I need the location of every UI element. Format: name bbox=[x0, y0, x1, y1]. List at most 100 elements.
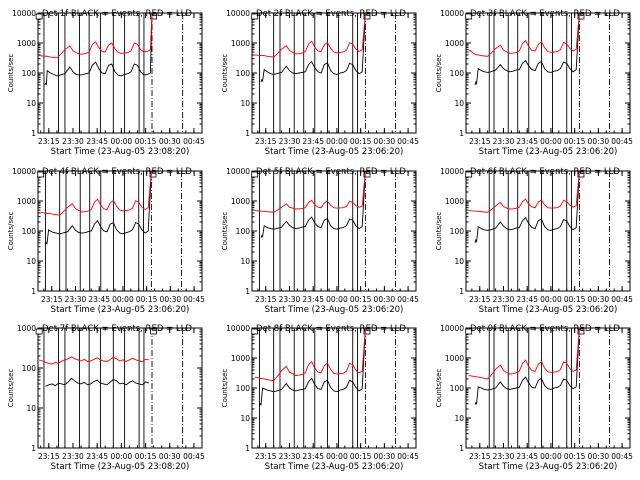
x-tick-label: 23:15 bbox=[38, 452, 60, 461]
x-tick-label: 00:45 bbox=[397, 452, 419, 461]
box-marker bbox=[150, 13, 158, 20]
y-tick-label: 1 bbox=[245, 129, 250, 138]
box-marker bbox=[251, 13, 259, 20]
x-tick-label: 23:15 bbox=[469, 452, 491, 461]
lld-series-line bbox=[254, 12, 366, 58]
y-tick-label: 10000 bbox=[226, 167, 250, 176]
detector-plot-8: 1 10 100 1000 10000 23:15 23:30 23:45 00:00 00:15… bbox=[221, 324, 419, 472]
events-series-line bbox=[474, 327, 580, 405]
y-tick-label: 100 bbox=[450, 69, 465, 78]
y-axis-label: Counts/sec bbox=[435, 212, 443, 251]
x-tick-label: 00:30 bbox=[160, 295, 182, 304]
y-tick-label: 1 bbox=[31, 129, 36, 138]
x-tick-label: 00:15 bbox=[135, 137, 157, 146]
y-axis-label: Counts/sec bbox=[221, 54, 229, 93]
y-tick-label: 1 bbox=[31, 287, 36, 296]
x-tick-label: 23:15 bbox=[255, 295, 277, 304]
plot-title: Det 4f BLACK = Events, RED = LLD bbox=[42, 167, 192, 177]
y-tick-label: 10 bbox=[240, 414, 250, 423]
box-marker bbox=[149, 171, 157, 178]
plot-title: Det 1f BLACK = Events, RED = LLD bbox=[42, 9, 192, 19]
x-axis-label: Start Time (23-Aug-05 23:06:20) bbox=[51, 305, 190, 315]
detector-plot-7: 1 10 100 1000 23:15 23:30 23:45 00:00 00:15 00:30… bbox=[7, 324, 205, 472]
y-tick-label: 100 bbox=[236, 384, 251, 393]
y-tick-label: 10000 bbox=[440, 324, 464, 333]
x-tick-label: 00:15 bbox=[564, 137, 586, 146]
y-tick-label: 1000 bbox=[231, 197, 250, 206]
y-tick-label: 10000 bbox=[226, 9, 250, 18]
x-tick-label: 23:15 bbox=[469, 295, 491, 304]
box-marker bbox=[363, 171, 371, 178]
x-tick-label: 23:30 bbox=[279, 137, 301, 146]
x-tick-label: 00:45 bbox=[183, 452, 205, 461]
x-axis-label: Start Time (23-Aug-05 23:06:20) bbox=[265, 305, 404, 315]
x-tick-label: 00:45 bbox=[183, 295, 205, 304]
y-tick-label: 10000 bbox=[12, 167, 36, 176]
x-tick-label: 23:15 bbox=[255, 137, 277, 146]
x-tick-label: 23:45 bbox=[86, 452, 108, 461]
box-marker bbox=[577, 328, 585, 335]
lld-series-line bbox=[39, 12, 153, 59]
plot-title: Det 5f BLACK = Events, RED = LLD bbox=[256, 167, 406, 177]
lld-series-line bbox=[468, 170, 580, 213]
x-tick-label: 00:30 bbox=[374, 137, 396, 146]
box-marker bbox=[363, 13, 371, 20]
detector-plot-9: 1 10 100 1000 10000 23:15 23:30 23:45 00:00 00:15… bbox=[435, 324, 633, 472]
x-axis-label: Start Time (23-Aug-05 23:06:20) bbox=[479, 462, 618, 472]
events-series-line bbox=[258, 327, 366, 407]
x-tick-label: 00:30 bbox=[588, 295, 610, 304]
y-tick-label: 1000 bbox=[445, 39, 464, 48]
y-tick-label: 10 bbox=[240, 99, 250, 108]
x-tick-label: 00:45 bbox=[397, 295, 419, 304]
x-tick-label: 00:00 bbox=[326, 137, 348, 146]
y-tick-label: 1 bbox=[459, 129, 464, 138]
x-tick-label: 00:45 bbox=[397, 137, 419, 146]
events-series-line bbox=[474, 12, 580, 86]
y-tick-label: 10 bbox=[26, 99, 36, 108]
plot-frame bbox=[251, 327, 417, 449]
y-axis-label: Counts/sec bbox=[435, 369, 443, 408]
x-tick-label: 23:45 bbox=[516, 137, 538, 146]
events-series-line bbox=[260, 170, 366, 238]
x-tick-label: 00:15 bbox=[564, 295, 586, 304]
y-axis-label: Counts/sec bbox=[7, 54, 15, 93]
plot-frame bbox=[37, 170, 203, 292]
box-marker bbox=[35, 328, 43, 335]
x-tick-label: 00:15 bbox=[350, 137, 372, 146]
y-tick-label: 100 bbox=[22, 364, 37, 373]
box-marker bbox=[251, 171, 259, 178]
x-tick-label: 00:30 bbox=[588, 452, 610, 461]
y-tick-label: 10 bbox=[454, 257, 464, 266]
box-marker bbox=[465, 171, 473, 178]
x-tick-label: 00:15 bbox=[135, 452, 157, 461]
x-tick-label: 23:45 bbox=[302, 452, 324, 461]
box-marker bbox=[35, 13, 43, 20]
x-axis-label: Start Time (23-Aug-05 23:06:20) bbox=[265, 462, 404, 472]
x-tick-label: 00:15 bbox=[350, 452, 372, 461]
box-marker bbox=[150, 328, 158, 335]
events-series-line bbox=[44, 170, 152, 245]
y-tick-label: 10 bbox=[26, 257, 36, 266]
detector-plot-1: 1 10 100 1000 10000 23:15 23:30 23:45 00:00 00:15… bbox=[7, 9, 205, 157]
x-tick-label: 00:00 bbox=[111, 137, 133, 146]
x-axis-label: Start Time (23-Aug-05 23:08:20) bbox=[51, 462, 190, 472]
y-tick-label: 100 bbox=[450, 227, 465, 236]
x-tick-label: 23:30 bbox=[279, 295, 301, 304]
x-tick-label: 00:00 bbox=[540, 137, 562, 146]
x-tick-label: 23:15 bbox=[469, 137, 491, 146]
detector-plot-4: 1 10 100 1000 10000 23:15 23:30 23:45 00:00 00:15… bbox=[7, 167, 205, 315]
x-tick-label: 00:15 bbox=[136, 295, 158, 304]
x-tick-label: 23:30 bbox=[65, 295, 87, 304]
events-series-line bbox=[474, 170, 580, 244]
y-tick-label: 10000 bbox=[440, 167, 464, 176]
y-axis-label: Counts/sec bbox=[435, 54, 443, 93]
y-axis-label: Counts/sec bbox=[7, 369, 15, 408]
plot-title: Det 7f BLACK = Events, RED = LLD bbox=[42, 324, 192, 334]
y-tick-label: 1000 bbox=[445, 197, 464, 206]
x-tick-label: 00:30 bbox=[159, 452, 181, 461]
y-tick-label: 100 bbox=[236, 227, 251, 236]
x-tick-label: 00:30 bbox=[374, 295, 396, 304]
box-marker bbox=[251, 328, 259, 335]
box-marker bbox=[465, 13, 473, 20]
y-tick-label: 1000 bbox=[17, 39, 36, 48]
